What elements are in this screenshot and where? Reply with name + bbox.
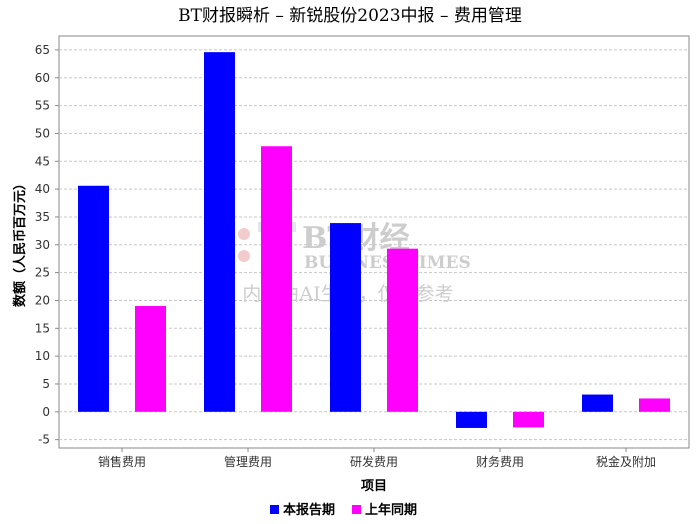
y-tick-label: 0 xyxy=(42,405,50,419)
y-tick-label: 65 xyxy=(35,43,50,57)
bar-current xyxy=(330,223,361,412)
legend-swatch xyxy=(352,505,361,514)
bar-prior xyxy=(135,306,166,412)
y-tick-label: 25 xyxy=(35,266,50,280)
x-tick-label: 销售费用 xyxy=(98,454,146,469)
y-tick-label: -5 xyxy=(38,433,50,447)
legend-item: 上年同期 xyxy=(352,502,417,518)
bar-prior xyxy=(513,411,544,428)
y-tick-label: 45 xyxy=(35,154,50,168)
x-axis-title: 项目 xyxy=(361,479,387,494)
y-tick-label: 20 xyxy=(35,293,50,307)
y-tick-label: 15 xyxy=(35,321,50,335)
y-tick-label: 55 xyxy=(35,99,50,113)
bar-current xyxy=(582,394,613,412)
legend: 本报告期 上年同期 xyxy=(270,502,417,518)
bar-current xyxy=(78,185,109,412)
gridlines xyxy=(59,49,689,441)
x-axis-ticks: 销售费用 管理费用 研发费用 财务费用 税金及附加 xyxy=(98,448,656,469)
x-tick-label: 财务费用 xyxy=(476,454,524,469)
bars xyxy=(78,52,670,428)
legend-item: 本报告期 xyxy=(270,502,335,518)
y-axis-ticks: -5 0 5 10 15 20 25 30 35 40 45 50 55 60 65 xyxy=(35,43,59,447)
y-tick-label: 10 xyxy=(35,349,50,363)
legend-swatch xyxy=(270,505,279,514)
bar-prior xyxy=(639,398,670,412)
y-tick-label: 30 xyxy=(35,238,50,252)
x-tick-label: 税金及附加 xyxy=(596,454,656,469)
bar-current xyxy=(204,52,235,412)
y-tick-label: 60 xyxy=(35,71,50,85)
y-tick-label: 5 xyxy=(42,377,50,391)
y-tick-label: 35 xyxy=(35,210,50,224)
legend-label: 本报告期 xyxy=(283,502,335,518)
x-tick-label: 研发费用 xyxy=(350,454,398,469)
x-tick-label: 管理费用 xyxy=(224,454,272,469)
chart-title: BT财报瞬析 – 新锐股份2023中报 – 费用管理 xyxy=(178,6,522,26)
y-tick-label: 40 xyxy=(35,182,50,196)
bar-prior xyxy=(387,248,418,412)
legend-label: 上年同期 xyxy=(365,502,417,518)
bar-current xyxy=(456,411,487,428)
y-axis-title: 数额（人民币百万元） xyxy=(12,177,28,307)
y-tick-label: 50 xyxy=(35,126,50,140)
bar-prior xyxy=(261,146,292,412)
